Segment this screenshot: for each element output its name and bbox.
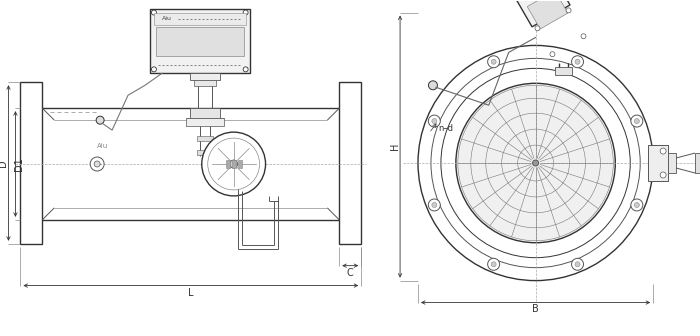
Bar	[513, 0, 570, 27]
Circle shape	[491, 262, 496, 267]
Bar	[150, 8, 250, 73]
Circle shape	[432, 119, 437, 124]
Circle shape	[660, 172, 666, 178]
Circle shape	[572, 258, 584, 270]
Circle shape	[208, 138, 260, 190]
Bar	[527, 0, 568, 29]
Bar	[156, 27, 244, 56]
Circle shape	[202, 132, 265, 196]
Circle shape	[575, 262, 580, 267]
Circle shape	[441, 68, 630, 258]
Bar	[20, 82, 42, 244]
Text: Aiu: Aiu	[97, 143, 108, 149]
Circle shape	[631, 199, 643, 211]
Text: H: H	[390, 143, 400, 150]
Circle shape	[151, 67, 156, 72]
Circle shape	[94, 161, 100, 167]
Circle shape	[418, 45, 653, 281]
Circle shape	[470, 97, 601, 229]
Circle shape	[90, 157, 104, 171]
Circle shape	[488, 258, 500, 270]
Text: L: L	[188, 288, 194, 298]
Circle shape	[230, 160, 237, 168]
Circle shape	[431, 58, 640, 268]
Circle shape	[550, 52, 555, 57]
Circle shape	[631, 115, 643, 127]
Bar	[190, 108, 220, 118]
Circle shape	[660, 148, 666, 154]
Circle shape	[428, 199, 440, 211]
Circle shape	[432, 203, 437, 207]
Circle shape	[428, 81, 438, 90]
Circle shape	[575, 59, 580, 64]
Bar	[190, 73, 220, 80]
Circle shape	[151, 10, 156, 15]
Bar	[197, 136, 213, 141]
Bar	[186, 118, 224, 126]
Bar	[237, 160, 241, 168]
Circle shape	[96, 116, 104, 124]
Bar	[225, 160, 230, 168]
Circle shape	[428, 115, 440, 127]
Text: n–d: n–d	[438, 124, 453, 133]
Bar	[554, 67, 573, 75]
Circle shape	[533, 160, 538, 166]
Bar	[340, 82, 361, 244]
Bar	[668, 153, 676, 173]
Circle shape	[243, 10, 248, 15]
Bar	[232, 160, 236, 168]
Circle shape	[566, 8, 571, 13]
Circle shape	[491, 59, 496, 64]
Circle shape	[456, 83, 615, 243]
Circle shape	[572, 56, 584, 68]
Bar	[197, 150, 213, 155]
Text: D: D	[0, 159, 8, 167]
Circle shape	[535, 26, 540, 31]
Text: B: B	[532, 304, 539, 314]
Text: C: C	[347, 268, 354, 278]
Circle shape	[581, 34, 586, 39]
Circle shape	[243, 67, 248, 72]
Circle shape	[634, 119, 639, 124]
Circle shape	[488, 56, 500, 68]
Text: D1: D1	[15, 157, 24, 171]
Text: Aiu: Aiu	[162, 16, 172, 21]
Bar	[194, 80, 216, 86]
Circle shape	[634, 203, 639, 207]
Bar	[648, 145, 668, 181]
Bar	[154, 12, 246, 25]
Circle shape	[456, 83, 615, 243]
Bar	[695, 153, 700, 173]
